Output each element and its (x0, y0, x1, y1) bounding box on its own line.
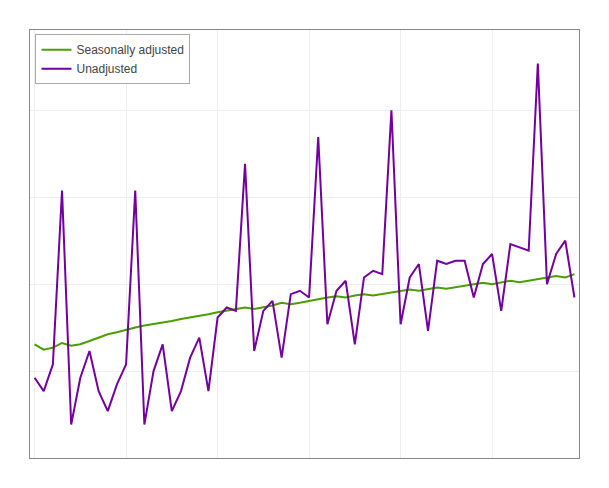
svg-text:Unadjusted: Unadjusted (76, 62, 137, 76)
svg-text:Seasonally adjusted: Seasonally adjusted (76, 43, 183, 57)
